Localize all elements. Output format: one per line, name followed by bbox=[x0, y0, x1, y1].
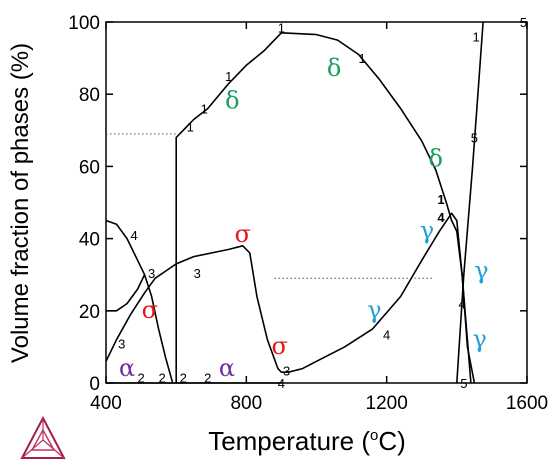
curve-number-label: 3 bbox=[148, 266, 155, 281]
x-tick-label: 800 bbox=[230, 393, 262, 414]
series-line-3 bbox=[105, 212, 472, 384]
y-tick-label: 0 bbox=[89, 374, 100, 395]
series-line-4b bbox=[106, 274, 146, 312]
phase-label: δ bbox=[327, 54, 341, 82]
phase-label: σ bbox=[235, 220, 251, 248]
curve-number-label: 4 bbox=[458, 297, 465, 312]
thermocalc-logo-icon bbox=[20, 415, 66, 459]
curve-number-label: 4 bbox=[437, 210, 445, 225]
phase-label: γ bbox=[420, 217, 434, 245]
series-line-5 bbox=[456, 21, 484, 384]
data-marks bbox=[105, 21, 484, 384]
curve-number-label: 5 bbox=[460, 376, 467, 391]
x-tick-label: 1600 bbox=[506, 393, 548, 414]
curve-number-label: 4 bbox=[278, 376, 285, 391]
curve-number-label: 4 bbox=[130, 228, 137, 243]
x-axis-label: Temperature (oC) bbox=[208, 426, 406, 456]
y-tick-label: 80 bbox=[79, 85, 100, 106]
phase-label: γ bbox=[472, 325, 486, 353]
x-axis-label-end: C) bbox=[378, 426, 405, 456]
curve-number-label: 3 bbox=[118, 336, 125, 351]
axes: 400 800 1200 1600 0 20 40 60 80 100 bbox=[68, 13, 548, 414]
phase-label: δ bbox=[225, 87, 239, 115]
phase-label: σ bbox=[271, 332, 287, 360]
y-tick-label: 20 bbox=[79, 302, 100, 323]
y-axis-label: Volume fraction of phases (%) bbox=[7, 43, 34, 363]
series-line-1 bbox=[175, 31, 476, 384]
curve-number-label: 5 bbox=[471, 131, 478, 146]
y-tick-label: 60 bbox=[79, 157, 100, 178]
curve-number-label: 4 bbox=[383, 327, 390, 342]
curve-number-label: 1 bbox=[225, 69, 232, 84]
curve-number-label: 1 bbox=[358, 51, 365, 66]
x-tick-label: 1200 bbox=[366, 393, 408, 414]
phase-label: γ bbox=[367, 296, 381, 324]
curve-number-label: 3 bbox=[194, 266, 201, 281]
phase-label: α bbox=[219, 354, 235, 382]
phase-label: α bbox=[119, 354, 135, 382]
curve-number-label: 2 bbox=[204, 371, 211, 386]
curve-number-label: 1 bbox=[437, 192, 444, 207]
x-axis-label-sup: o bbox=[370, 427, 378, 444]
curve-number-label: 2 bbox=[137, 371, 144, 386]
plot-frame bbox=[105, 21, 528, 384]
phase-label: γ bbox=[474, 256, 488, 284]
curve-number-label: 2 bbox=[180, 371, 187, 386]
curve-number-label: 1 bbox=[278, 20, 285, 35]
curve-number-label: 1 bbox=[187, 120, 194, 135]
phase-label: σ bbox=[142, 296, 158, 324]
curve-number-label: 5 bbox=[520, 15, 527, 30]
curve-number-label: 2 bbox=[159, 371, 166, 386]
phase-label: δ bbox=[429, 144, 443, 172]
x-axis-label-main: Temperature ( bbox=[208, 426, 370, 456]
x-tick-label: 400 bbox=[90, 393, 122, 414]
curve-number-label: 1 bbox=[201, 102, 208, 117]
y-tick-label: 40 bbox=[79, 230, 100, 251]
y-tick-label: 100 bbox=[68, 13, 100, 34]
curve-number-label: 3 bbox=[283, 363, 290, 378]
curve-number-label: 1 bbox=[473, 29, 480, 44]
